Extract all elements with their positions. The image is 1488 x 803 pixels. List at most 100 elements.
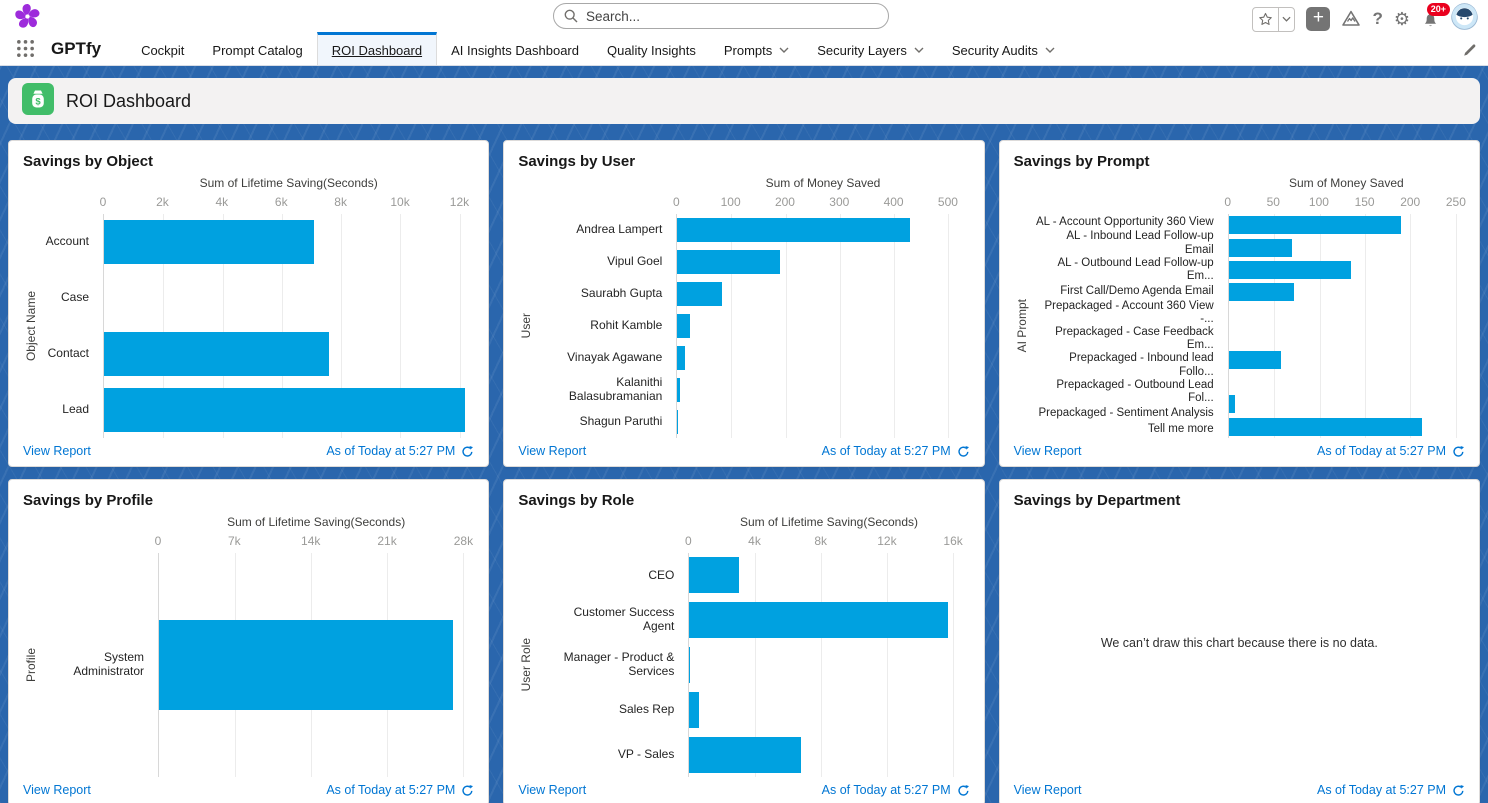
chart-bar[interactable] bbox=[689, 602, 949, 639]
view-report-link[interactable]: View Report bbox=[23, 444, 91, 458]
tab-prompts[interactable]: Prompts bbox=[710, 32, 803, 65]
bar-row bbox=[677, 406, 969, 438]
chart-bar[interactable] bbox=[677, 410, 678, 434]
bar-row bbox=[689, 643, 969, 688]
x-axis-title: Sum of Lifetime Saving(Seconds) bbox=[199, 176, 378, 190]
chart-bar[interactable] bbox=[689, 691, 700, 728]
axis-tick-label: 8k bbox=[334, 195, 347, 209]
chart-bar[interactable] bbox=[677, 378, 681, 402]
app-launcher-waffle-icon[interactable] bbox=[0, 32, 45, 65]
category-labels: Account Case Contact Lead bbox=[45, 214, 97, 438]
axis-tick-label: 0 bbox=[99, 195, 107, 209]
y-axis-title: User bbox=[519, 313, 534, 339]
chart-bar[interactable] bbox=[1228, 395, 1236, 414]
tab-cockpit[interactable]: Cockpit bbox=[141, 42, 185, 58]
axis-tick-label: 500 bbox=[937, 195, 958, 209]
axis-tick-label: 50 bbox=[1266, 195, 1280, 209]
gridline bbox=[222, 214, 224, 438]
user-avatar[interactable] bbox=[1451, 3, 1478, 35]
chart-bar[interactable] bbox=[104, 220, 315, 264]
tab-security-audits[interactable]: Security Audits bbox=[938, 32, 1069, 65]
tab-ai-insights-dashboard[interactable]: AI Insights Dashboard bbox=[451, 42, 579, 58]
view-report-link[interactable]: View Report bbox=[23, 783, 91, 797]
axis-tick-label: 200 bbox=[1400, 195, 1421, 209]
chart-bar[interactable] bbox=[104, 388, 466, 432]
x-axis-ticks: 0 100 200 300 400 500 bbox=[673, 194, 969, 214]
bar-row bbox=[677, 342, 969, 374]
view-report-link[interactable]: View Report bbox=[1013, 444, 1082, 458]
help-icon[interactable]: ? bbox=[1372, 9, 1383, 28]
bar-row bbox=[689, 687, 969, 732]
as-of-timestamp: As of Today at 5:27 PM bbox=[326, 783, 456, 797]
tab-prompt-catalog[interactable]: Prompt Catalog bbox=[212, 42, 303, 58]
favorites-star-icon[interactable] bbox=[1252, 6, 1280, 32]
axis-tick-label: 0 bbox=[1224, 195, 1231, 209]
refresh-icon[interactable] bbox=[957, 445, 970, 458]
card-footer: View Report As of Today at 5:27 PM bbox=[23, 777, 474, 797]
plot-area bbox=[1227, 214, 1465, 438]
chart-savings-by-role: Sum of Lifetime Saving(Seconds) 0 4k 8k 12k 1… bbox=[518, 515, 969, 777]
x-axis-ticks: 0 7k 14k 21k 28k bbox=[154, 533, 474, 553]
refresh-icon[interactable] bbox=[1452, 445, 1465, 458]
tab-quality-insights[interactable]: Quality Insights bbox=[606, 42, 696, 58]
tab-roi-dashboard[interactable]: ROI Dashboard bbox=[316, 32, 438, 65]
chart-bar[interactable] bbox=[1228, 261, 1352, 279]
chart-bar[interactable] bbox=[689, 557, 739, 594]
category-label: Prepackaged - Inbound lead Follo... bbox=[1069, 352, 1214, 378]
x-axis-title: Sum of Lifetime Saving(Seconds) bbox=[227, 515, 406, 529]
chart-bar[interactable] bbox=[689, 736, 802, 773]
refresh-icon[interactable] bbox=[957, 784, 970, 797]
chart-bar[interactable] bbox=[1228, 283, 1295, 302]
axis-tick-label: 0 bbox=[154, 534, 162, 548]
tab-security-layers[interactable]: Security Layers bbox=[803, 32, 938, 65]
chevron-down-icon bbox=[779, 47, 789, 53]
card-title: Savings by User bbox=[518, 153, 636, 170]
chart-bar[interactable] bbox=[159, 620, 453, 710]
chart-bar[interactable] bbox=[677, 250, 781, 274]
chart-bar[interactable] bbox=[689, 647, 690, 683]
chart-bar[interactable] bbox=[104, 332, 330, 376]
category-label: Vipul Goel bbox=[607, 254, 663, 269]
chart-bar[interactable] bbox=[677, 346, 685, 370]
svg-text:$: $ bbox=[35, 96, 41, 107]
chart-savings-by-user: Sum of Money Saved 0 100 200 300 400 500 User An… bbox=[518, 176, 969, 438]
card-savings-by-user: Savings by User Sum of Money Saved 0 100 20… bbox=[503, 140, 985, 467]
card-footer: View Report As of Today at 5:27 PM bbox=[518, 438, 969, 458]
chart-bar[interactable] bbox=[1228, 238, 1293, 257]
global-actions-plus-icon[interactable]: + bbox=[1306, 7, 1331, 31]
x-axis-title: Sum of Money Saved bbox=[1288, 176, 1404, 190]
category-label: Prepackaged - Account 360 View -... bbox=[1044, 299, 1214, 325]
refresh-icon[interactable] bbox=[461, 784, 474, 797]
edit-pencil-icon[interactable] bbox=[1463, 41, 1478, 61]
chart-bar[interactable] bbox=[677, 282, 722, 306]
favorites-dropdown-icon[interactable] bbox=[1278, 6, 1296, 32]
chart-bar[interactable] bbox=[1228, 216, 1402, 235]
category-label: Shagun Paruthi bbox=[579, 414, 663, 429]
category-label: Prepackaged - Sentiment Analysis bbox=[1038, 406, 1214, 419]
y-axis-title: Profile bbox=[24, 647, 38, 682]
favorites-split-button bbox=[1252, 6, 1296, 32]
setup-gear-icon[interactable]: ⚙ bbox=[1393, 8, 1410, 29]
gridline bbox=[459, 214, 461, 438]
roi-money-bag-icon: $ bbox=[22, 82, 54, 120]
category-label: Prepackaged - Case Feedback Em... bbox=[1055, 326, 1214, 352]
plot-area bbox=[688, 553, 969, 777]
guidance-center-icon[interactable] bbox=[1341, 9, 1361, 29]
view-report-link[interactable]: View Report bbox=[1013, 783, 1082, 797]
view-report-link[interactable]: View Report bbox=[518, 783, 587, 797]
bar-row bbox=[104, 270, 474, 326]
search-icon bbox=[564, 9, 578, 28]
chart-bar[interactable] bbox=[1228, 417, 1423, 436]
notifications-bell-icon[interactable]: 20+ bbox=[1421, 2, 1450, 29]
view-report-link[interactable]: View Report bbox=[518, 444, 587, 458]
bar-row bbox=[1228, 393, 1465, 415]
refresh-icon[interactable] bbox=[1452, 784, 1465, 797]
chart-bar[interactable] bbox=[677, 218, 911, 242]
gridline bbox=[1274, 214, 1276, 438]
card-footer: View Report As of Today at 5:27 PM bbox=[1014, 777, 1465, 797]
chart-bar[interactable] bbox=[1228, 350, 1282, 369]
x-axis-ticks: 0 2k 4k 6k 8k 10k 12k bbox=[99, 194, 474, 214]
chart-bar[interactable] bbox=[677, 314, 690, 338]
search-input[interactable] bbox=[553, 3, 889, 29]
refresh-icon[interactable] bbox=[461, 445, 474, 458]
